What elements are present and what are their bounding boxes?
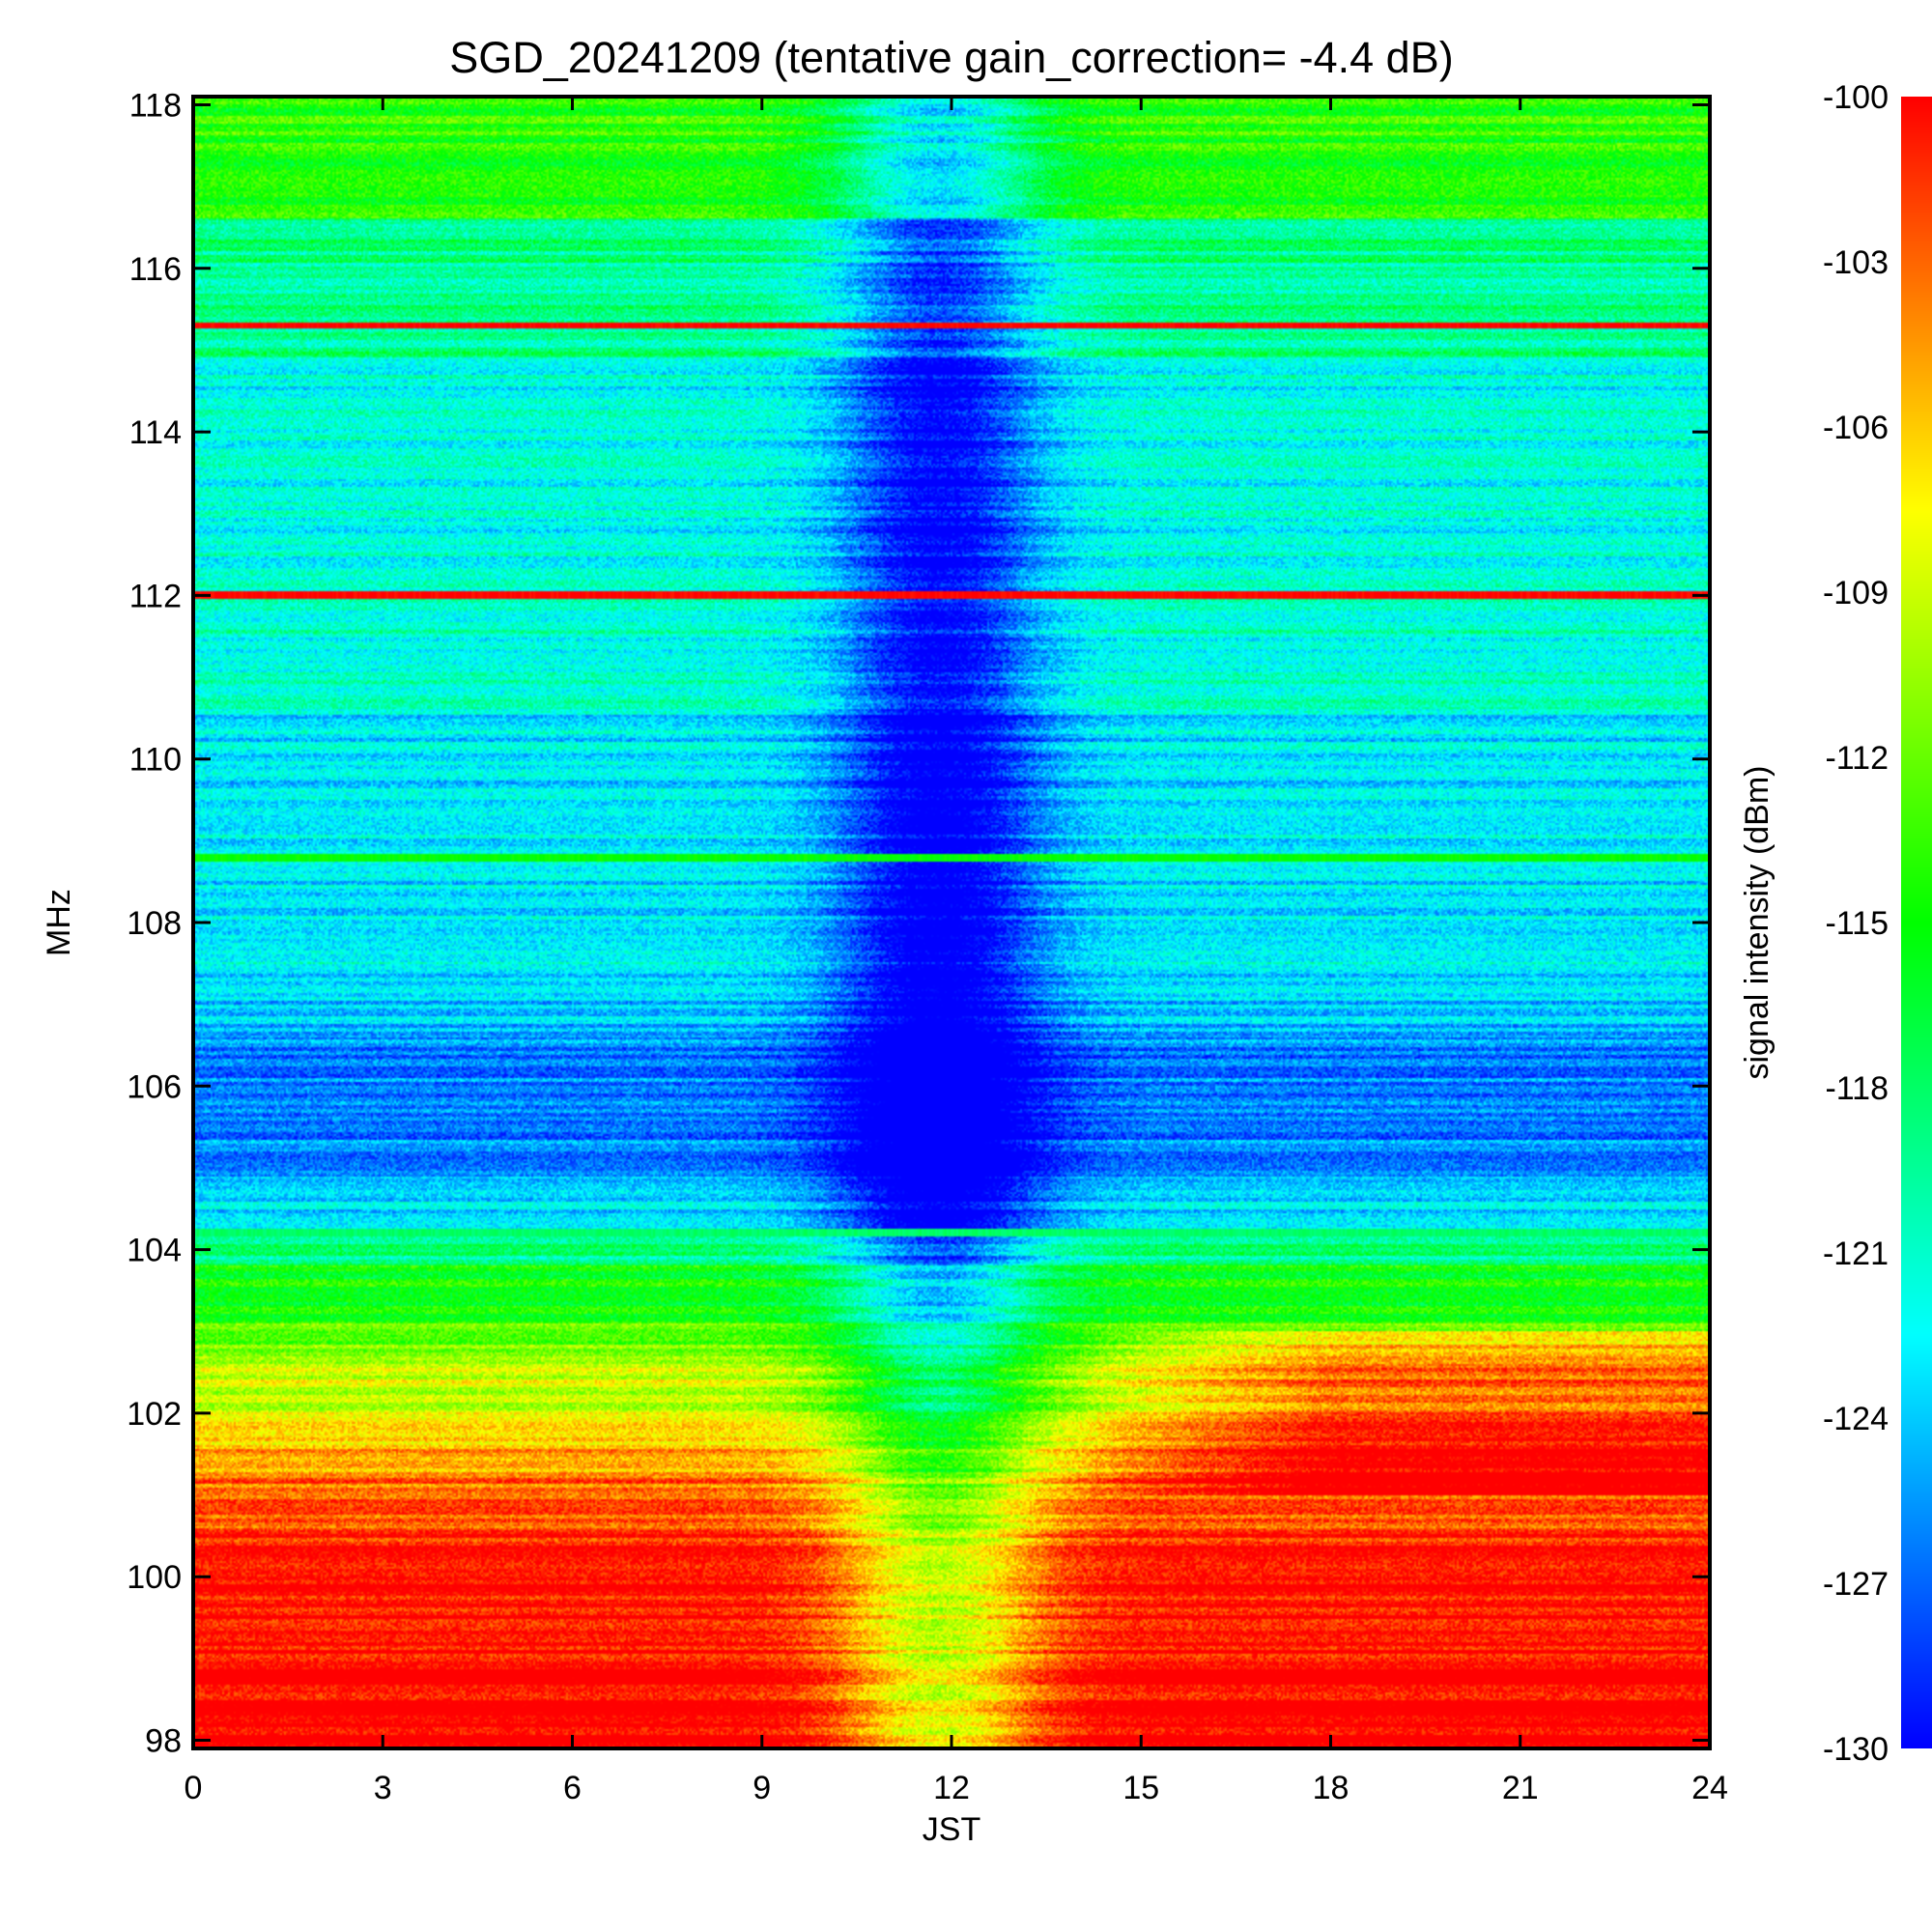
y-tick-label: 100 — [127, 1559, 182, 1596]
colorbar-tick-label: -124 — [1823, 1401, 1889, 1437]
colorbar-tick-label: -118 — [1825, 1070, 1889, 1107]
y-tick-label: 106 — [127, 1068, 182, 1105]
y-tick-label: 110 — [129, 742, 182, 779]
x-axis: 0 3 6 9 12 15 18 21 24 — [185, 97, 1728, 1806]
x-tick-label: 6 — [563, 1770, 582, 1806]
x-tick-label: 0 — [185, 1770, 203, 1806]
x-tick-label: 12 — [933, 1770, 970, 1806]
colorbar-label: signal intensity (dBm) — [1739, 765, 1776, 1079]
y-tick-label: 116 — [129, 251, 182, 288]
y-tick-label: 112 — [129, 578, 182, 614]
x-tick-label: 3 — [374, 1770, 392, 1806]
colorbar-tick-label: -127 — [1823, 1566, 1889, 1603]
chart-title: SGD_20241209 (tentative gain_correction=… — [449, 33, 1454, 82]
y-tick-label: 102 — [127, 1396, 182, 1433]
y-axis: 98 100 102 104 106 108 110 112 114 116 118 — [127, 87, 1710, 1760]
colorbar-axis: -100 -103 -106 -109 -112 -115 -118 -121 -124 -127… — [1823, 79, 1889, 1768]
x-axis-label: JST — [923, 1811, 980, 1848]
colorbar-tick-label: -121 — [1823, 1236, 1889, 1272]
x-tick-label: 24 — [1691, 1770, 1728, 1806]
colorbar-tick-label: -103 — [1823, 244, 1889, 281]
spectrogram-heatmap — [193, 97, 1710, 1748]
x-tick-label: 18 — [1313, 1770, 1350, 1806]
colorbar-tick-label: -112 — [1825, 740, 1889, 777]
y-tick-label: 104 — [127, 1233, 182, 1269]
y-tick-label: 118 — [129, 87, 182, 124]
colorbar-tick-label: -109 — [1823, 575, 1889, 611]
plot-frame — [191, 95, 1712, 1750]
colorbar-tick-label: -100 — [1823, 79, 1889, 116]
y-tick-label: 114 — [129, 414, 182, 451]
y-tick-label: 108 — [127, 905, 182, 942]
colorbar-tick-label: -130 — [1823, 1731, 1889, 1768]
colorbar — [1901, 97, 1932, 1748]
colorbar-tick-label: -115 — [1825, 905, 1889, 942]
x-tick-label: 15 — [1122, 1770, 1159, 1806]
y-tick-label: 98 — [145, 1723, 182, 1760]
y-axis-label: MHz — [41, 889, 77, 956]
x-tick-label: 21 — [1502, 1770, 1539, 1806]
colorbar-tick-label: -106 — [1823, 410, 1889, 446]
x-tick-label: 9 — [753, 1770, 771, 1806]
